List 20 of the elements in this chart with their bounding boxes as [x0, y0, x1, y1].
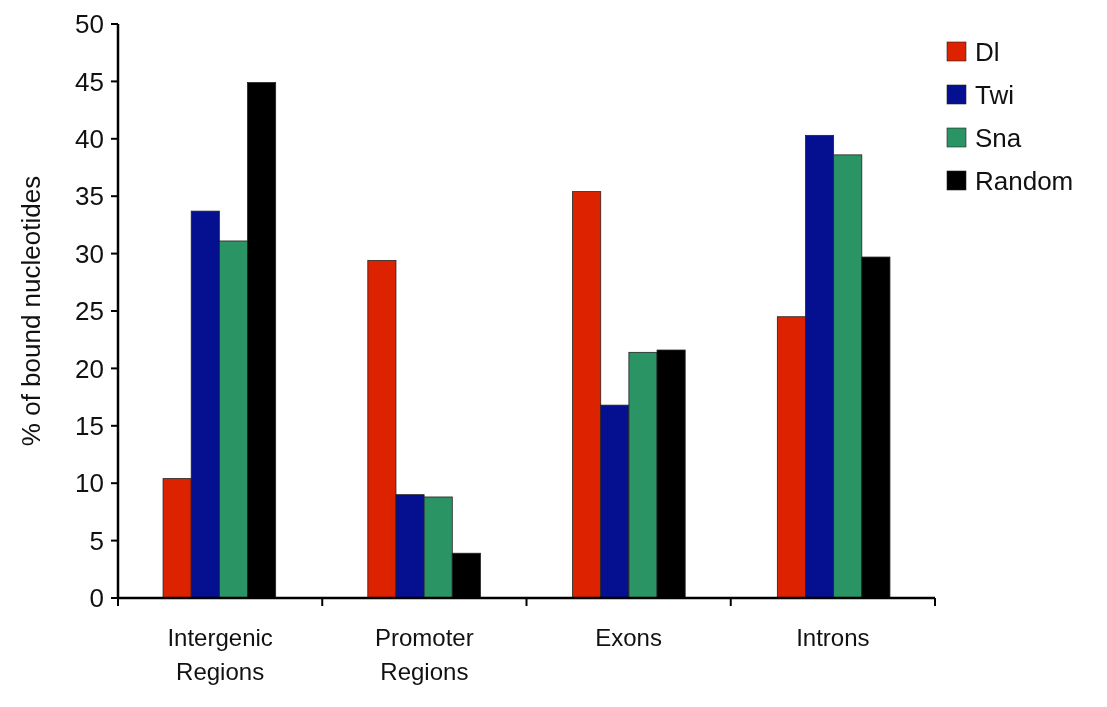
x-tick-label: Intergenic Regions: [167, 624, 273, 685]
y-tick-label: 20: [75, 353, 104, 384]
legend-label: Sna: [975, 123, 1022, 154]
y-tick-label: 45: [75, 66, 104, 97]
legend-label: Random: [975, 166, 1074, 197]
y-tick-label: 50: [75, 9, 104, 40]
y-tick-label: 5: [89, 525, 104, 556]
legend-label: Dl: [975, 37, 1000, 68]
x-tick-label: Exons: [595, 624, 662, 651]
y-tick-label: 15: [75, 410, 104, 441]
y-axis-title: % of bound nucleotides: [16, 175, 46, 447]
y-tick-label: 10: [75, 468, 104, 499]
y-tick-label: 25: [75, 296, 104, 327]
y-tick-label: 40: [75, 123, 104, 154]
x-tick-label: Promoter Regions: [375, 624, 474, 685]
x-tick-label: Introns: [796, 624, 870, 651]
y-tick-label: 0: [89, 583, 104, 614]
legend-label: Twi: [975, 80, 1014, 111]
y-tick-label: 30: [75, 238, 104, 269]
y-tick-label: 35: [75, 181, 104, 212]
